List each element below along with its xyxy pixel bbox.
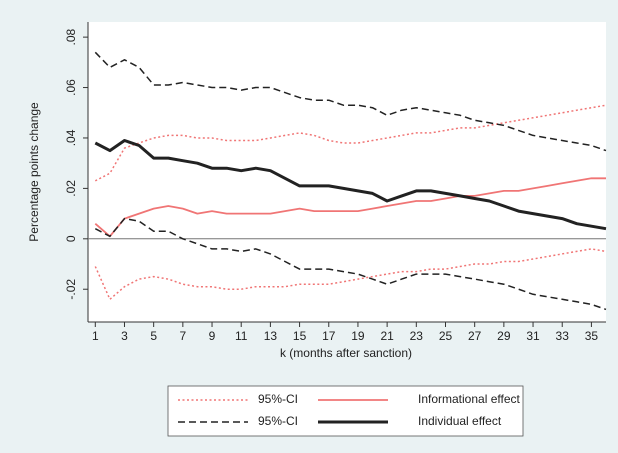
x-tick-label: 21: [380, 329, 394, 343]
x-tick-label: 19: [351, 329, 365, 343]
x-tick-label: 27: [468, 329, 482, 343]
x-tick-label: 29: [497, 329, 511, 343]
x-tick-label: 5: [150, 329, 157, 343]
y-tick-label: .04: [64, 129, 78, 146]
series-line: [94, 51, 607, 152]
legend-label: 95%-CI: [258, 414, 298, 428]
series-line: [94, 104, 607, 182]
x-tick-label: 1: [92, 329, 99, 343]
legend-label: Informational effect: [418, 392, 521, 406]
series-line: [94, 177, 606, 238]
y-tick-label: .06: [64, 79, 78, 96]
x-axis-title: k (months after sanction): [280, 346, 412, 360]
y-tick-label: 0: [64, 235, 78, 242]
y-tick-label: .02: [64, 180, 78, 197]
y-tick-label: -.02: [64, 279, 78, 300]
x-tick-label: 17: [322, 329, 336, 343]
x-tick-label: 35: [585, 329, 599, 343]
y-tick-label: .08: [64, 28, 78, 45]
x-tick-label: 23: [410, 329, 424, 343]
x-tick-label: 13: [264, 329, 278, 343]
x-tick-label: 15: [293, 329, 307, 343]
x-tick-label: 7: [180, 329, 187, 343]
series-line: [94, 217, 607, 311]
plot-area: [88, 22, 606, 322]
x-tick-label: 11: [235, 329, 248, 343]
x-tick-label: 31: [526, 329, 540, 343]
legend-label: 95%-CI: [258, 392, 298, 406]
legend-box: [167, 385, 524, 437]
x-tick-label: 25: [439, 329, 453, 343]
x-tick-label: 3: [121, 329, 128, 343]
y-axis-title: Percentage points change: [27, 102, 41, 242]
series-line: [94, 139, 607, 231]
x-tick-label: 33: [556, 329, 570, 343]
legend-label: Individual effect: [418, 414, 502, 428]
series-line: [94, 248, 607, 301]
x-tick-label: 9: [209, 329, 216, 343]
